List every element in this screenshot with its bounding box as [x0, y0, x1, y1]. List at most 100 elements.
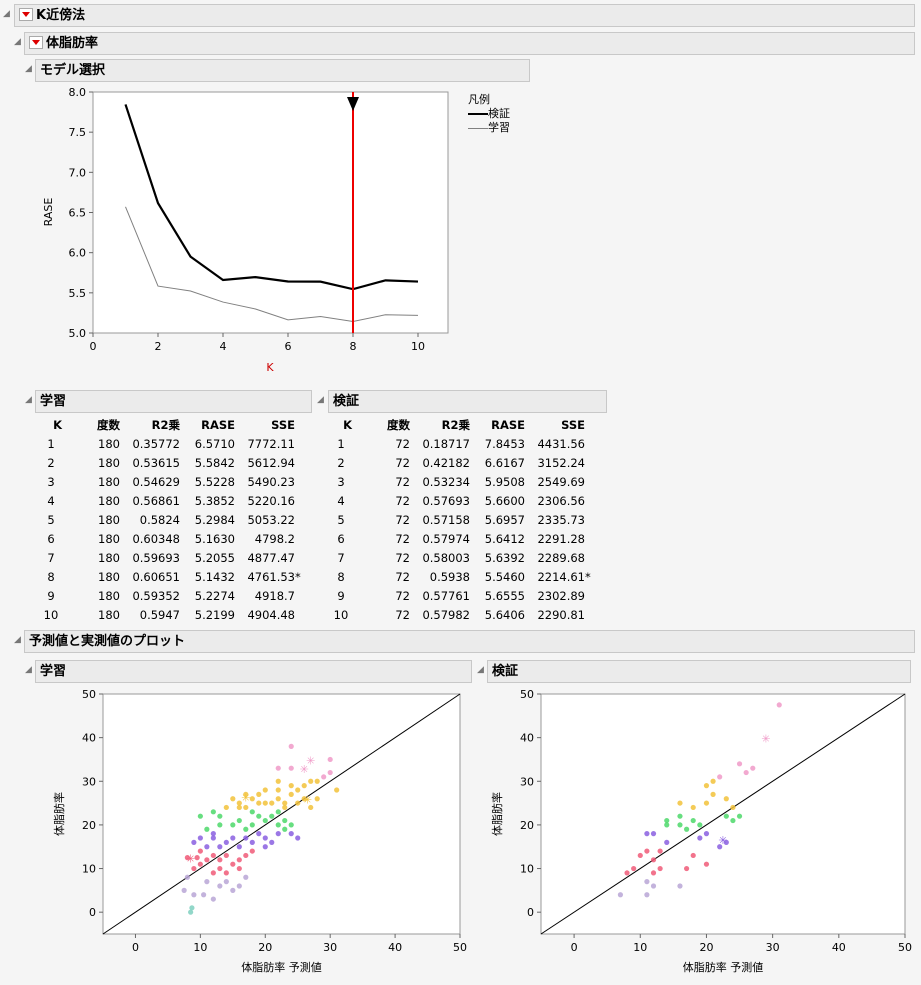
table-row: 6 180 0.60348 5.1630 4798.2: [40, 529, 301, 548]
legend-item-valid[interactable]: 検証: [468, 107, 510, 121]
train-table-header[interactable]: 学習: [35, 390, 312, 413]
pred-plot-title: 予測値と実測値のプロット: [29, 634, 186, 649]
legend-item-train[interactable]: 学習: [468, 121, 510, 135]
column-header: K: [53, 417, 62, 432]
table-cell: 4798.2: [254, 531, 295, 546]
table-cell: 9: [337, 588, 345, 603]
data-point: [295, 800, 301, 806]
data-point: [288, 765, 294, 771]
data-point: [730, 804, 736, 811]
y-tick-label: 7.0: [69, 166, 87, 179]
collapse-icon[interactable]: ◢: [14, 635, 21, 645]
data-point: [697, 822, 703, 828]
data-point: [743, 769, 749, 776]
red-triangle-menu-icon[interactable]: [29, 36, 43, 49]
x-tick-label: 30: [766, 941, 780, 954]
table-cell: 10: [333, 607, 349, 622]
table-cell: 5.3852: [194, 493, 235, 508]
data-point: [210, 896, 216, 902]
data-point: [308, 778, 314, 784]
valid-table-header[interactable]: 検証: [328, 390, 607, 413]
table-cell: 3: [47, 474, 55, 489]
data-point: [677, 800, 683, 806]
target-header[interactable]: 体脂肪率: [24, 32, 915, 55]
collapse-icon[interactable]: ◢: [25, 395, 32, 405]
table-cell: 72: [395, 493, 410, 508]
table-cell: 0.18717: [422, 436, 470, 451]
k-handle-icon[interactable]: [347, 97, 359, 111]
table-cell: 5.5228: [194, 474, 235, 489]
data-point: [236, 865, 242, 872]
table-row: 1 72 0.18717 7.8453 4431.56: [330, 434, 591, 453]
x-tick-label: 10: [193, 941, 207, 954]
data-point: [275, 787, 281, 793]
table-cell: 0.58003: [422, 550, 470, 565]
table-cell: 0.60348: [132, 531, 180, 546]
data-point: [236, 844, 242, 850]
train-plot-header[interactable]: 学習: [35, 660, 472, 683]
model-select-title: モデル選択: [40, 63, 106, 78]
table-row: 2 180 0.53615 5.5842 5612.94: [40, 453, 301, 472]
data-point: [236, 817, 242, 824]
data-point: [269, 839, 275, 845]
data-point: [703, 783, 710, 789]
collapse-icon[interactable]: ◢: [14, 37, 21, 47]
star-marker: ✳: [241, 792, 250, 805]
data-point: [650, 870, 657, 876]
data-point: [275, 831, 281, 837]
data-point: [288, 831, 294, 837]
data-point: [262, 817, 268, 824]
table-cell: 72: [395, 607, 410, 622]
y-tick-label: 50: [520, 688, 534, 701]
table-cell: 5053.22: [247, 512, 295, 527]
table-cell: 72: [395, 474, 410, 489]
table-row: 10 72 0.57982 5.6406 2290.81: [330, 605, 591, 624]
table-row: 5 72 0.57158 5.6957 2335.73: [330, 510, 591, 529]
data-point: [644, 831, 650, 837]
y-axis-label: 体脂肪率: [52, 792, 66, 836]
pred-plot-header[interactable]: 予測値と実測値のプロット: [24, 630, 915, 653]
table-cell: 5490.23: [247, 474, 295, 489]
table-cell: 0.57974: [422, 531, 470, 546]
data-point: [236, 857, 242, 863]
column-header: 度数: [97, 417, 120, 432]
data-point: [723, 839, 729, 845]
table-cell: 5: [337, 512, 345, 527]
data-point: [262, 844, 268, 850]
y-tick-label: 30: [520, 775, 534, 788]
collapse-icon[interactable]: ◢: [25, 64, 32, 74]
table-cell: 0.60651: [132, 569, 180, 584]
data-point: [249, 796, 255, 802]
table-cell: 5.2055: [194, 550, 235, 565]
data-point: [637, 852, 643, 859]
data-point: [210, 835, 216, 841]
table-cell: 5.6957: [484, 512, 525, 527]
data-point: [243, 826, 249, 832]
x-tick-label: 10: [633, 941, 647, 954]
plot-frame: [92, 91, 449, 334]
knn-header[interactable]: K近傍法: [14, 4, 915, 27]
red-triangle-menu-icon[interactable]: [19, 8, 33, 21]
table-cell: 1: [47, 436, 55, 451]
table-cell: 5.5460: [484, 569, 525, 584]
collapse-icon[interactable]: ◢: [477, 665, 484, 675]
table-cell: 5.1432: [194, 569, 235, 584]
identity-line: [102, 693, 461, 935]
data-point: [664, 817, 670, 824]
data-point: [730, 817, 736, 824]
table-row: 9 180 0.59352 5.2274 4918.7: [40, 586, 301, 605]
valid-plot-header[interactable]: 検証: [487, 660, 911, 683]
collapse-icon[interactable]: ◢: [317, 395, 324, 405]
table-cell: 2549.69: [537, 474, 585, 489]
data-point: [236, 804, 242, 811]
data-point: [197, 835, 203, 841]
data-point: [282, 800, 288, 806]
data-point: [223, 804, 229, 811]
valid-table-title: 検証: [333, 394, 360, 409]
collapse-icon[interactable]: ◢: [3, 9, 10, 19]
model-select-header[interactable]: モデル選択: [35, 59, 530, 82]
table-cell: 180: [98, 569, 120, 584]
table-cell: 0.5824: [139, 512, 180, 527]
collapse-icon[interactable]: ◢: [25, 665, 32, 675]
table-cell: 5.6600: [484, 493, 525, 508]
